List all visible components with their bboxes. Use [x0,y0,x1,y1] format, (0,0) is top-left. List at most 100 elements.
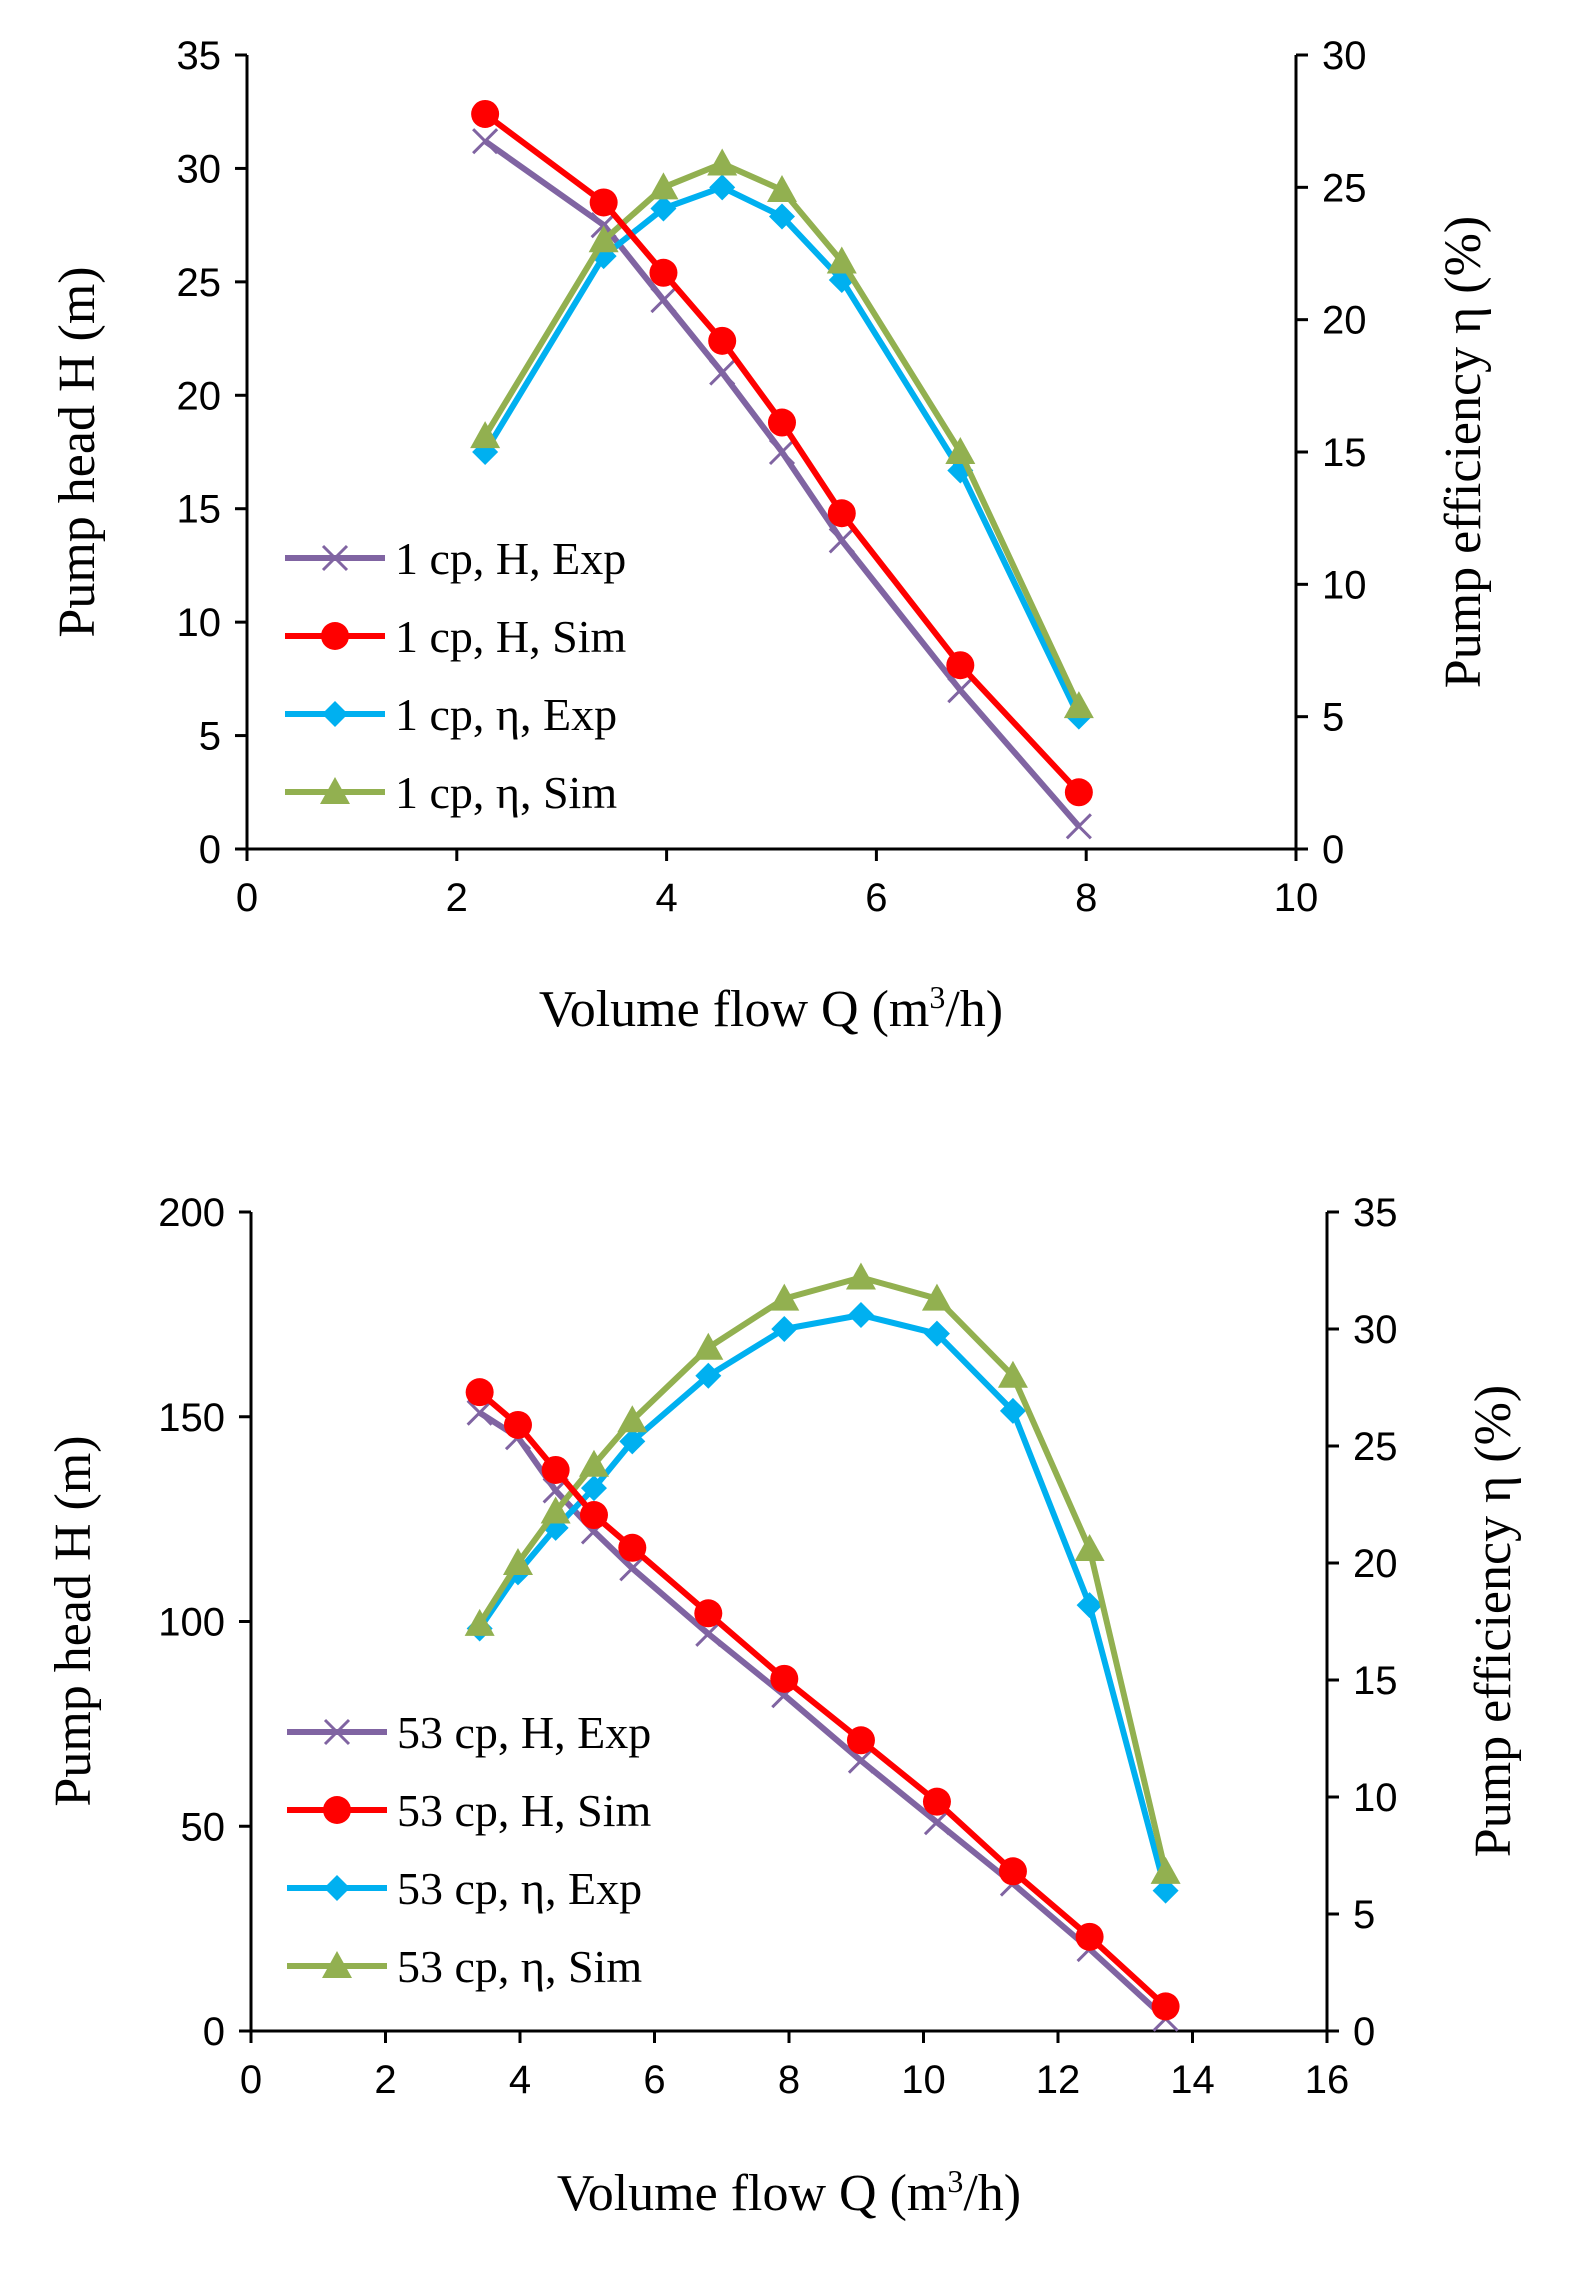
data-point-eta-sim [997,1360,1028,1388]
y-tick-label: 25 [177,261,222,305]
data-point-eta-exp [709,174,736,201]
data-point-h-exp [847,1747,875,1774]
data-point-eta-sim [921,1283,952,1311]
data-point-h-sim [589,188,618,217]
series-line-eta-exp [477,1312,1169,1892]
y2-tick-label: 15 [1322,431,1367,475]
data-point-eta-exp [999,1397,1026,1424]
legend-item-h-sim: 53 cp, H, Sim [287,1785,652,1836]
x-tick-label: 2 [446,876,468,920]
y-tick-label: 10 [177,601,222,645]
y-tick-label: 150 [158,1396,225,1440]
data-point-eta-sim [845,1262,876,1290]
data-point-eta-exp [619,1428,646,1455]
legend-swatch-eta-sim [287,1951,387,1978]
series-eta-sim [464,1262,1181,1884]
chart-1-y2-axis-title: Pump efficiency η (%) [1435,216,1492,688]
data-point-h-sim [503,1410,532,1439]
chart-2-series [464,1262,1181,2032]
legend-label-h-exp: 1 cp, H, Exp [395,533,626,584]
data-point-h-sim [541,1455,570,1484]
x-tick-label: 2 [374,2058,396,2102]
data-point-eta-exp [650,195,677,222]
x-tick-label: 14 [1170,2058,1215,2102]
chart-1-x-axis-title-sup: 3 [929,979,945,1015]
series-h-sim [465,1378,1180,2021]
data-point-h-exp [923,1809,951,1836]
data-point-eta-sim [766,174,797,202]
data-point-eta-sim [1063,691,1094,719]
data-point-eta-sim [693,1332,724,1360]
data-point-h-sim [471,99,500,128]
data-point-eta-sim [502,1548,533,1575]
y-tick-label: 15 [177,488,222,532]
data-point-h-sim [846,1726,875,1755]
data-point-h-exp [466,1399,493,1426]
x-tick-label: 16 [1305,2058,1350,2102]
series-line-h-sim [483,111,1082,795]
x-tick-label: 6 [865,876,887,920]
y-tick-label: 35 [177,34,222,78]
series-h-exp [472,128,1092,840]
legend-label-eta-sim: 1 cp, η, Sim [395,767,617,818]
legend-swatch-h-exp [287,1718,387,1746]
x-tick-label: 8 [778,2058,800,2102]
legend-swatch-eta-exp [287,1875,387,1901]
data-point-h-exp [1065,813,1092,840]
data-point-eta-sim [588,225,619,253]
data-point-h-sim [827,499,856,528]
data-point-h-exp [695,1620,722,1647]
legend-item-eta-sim: 1 cp, η, Sim [285,767,617,818]
legend-swatch-h-sim [287,1796,387,1824]
data-point-eta-sim [540,1496,571,1524]
data-point-h-exp [947,677,974,704]
chart-53cp: 0 2 4 6 8 10 12 14 1605010015020005101520253035 … [45,1191,1522,2222]
y2-tick-label: 35 [1353,1191,1398,1235]
y2-tick-label: 20 [1353,1542,1398,1586]
legend-item-eta-exp: 1 cp, η, Exp [285,689,617,740]
data-point-eta-sim [769,1283,800,1311]
chart-2-y-axis-title: Pump head H (m) [45,1435,102,1806]
data-point-eta-sim [648,172,679,200]
chart-1-x-axis-title-main: Volume flow Q (m [539,981,929,1038]
x-tick-label: 8 [1075,876,1097,920]
chart-1-y-axis-title: Pump head H (m) [49,266,106,637]
series-line-eta-sim [477,1274,1169,1873]
chart-2-y2-axis-title: Pump efficiency η (%) [1465,1385,1522,1857]
x-tick-label: 10 [901,2058,946,2102]
y-tick-label: 0 [203,2010,225,2054]
legend-marker [320,777,350,804]
legend-swatch-h-exp [285,544,385,572]
legend-label-eta-exp: 53 cp, η, Exp [397,1863,642,1914]
chart-2-x-axis-title: Volume flow Q (m3/h) [557,2163,1021,2222]
chart-2-x-axis-title-sup: 3 [947,2163,963,2199]
y2-tick-label: 20 [1322,299,1367,343]
y-tick-label: 20 [177,374,222,418]
data-point-h-sim [694,1599,723,1628]
x-tick-label: 0 [236,876,258,920]
y2-tick-label: 5 [1322,696,1344,740]
series-line-eta-sim [482,160,1082,708]
y2-tick-label: 0 [1322,828,1344,872]
data-point-eta-sim [1150,1856,1181,1884]
y-tick-label: 50 [181,1805,226,1849]
data-point-h-sim [649,258,678,287]
series-eta-sim [470,148,1094,719]
legend-marker [323,1718,351,1746]
y2-tick-label: 30 [1322,34,1367,78]
data-point-h-sim [465,1378,494,1407]
legend-label-h-sim: 1 cp, H, Sim [395,611,627,662]
legend-marker [321,622,349,650]
legend-marker [321,544,349,572]
y2-tick-label: 10 [1353,1776,1398,1820]
data-point-h-exp [472,128,499,155]
data-point-h-exp [828,527,855,554]
y-tick-label: 0 [199,828,221,872]
data-point-eta-sim [464,1608,495,1636]
data-point-h-exp [650,286,677,314]
chart-1-x-axis-title-tail: /h) [945,981,1003,1038]
legend-item-h-sim: 1 cp, H, Sim [285,611,627,662]
data-point-h-sim [708,326,737,355]
data-point-h-sim [767,408,796,437]
